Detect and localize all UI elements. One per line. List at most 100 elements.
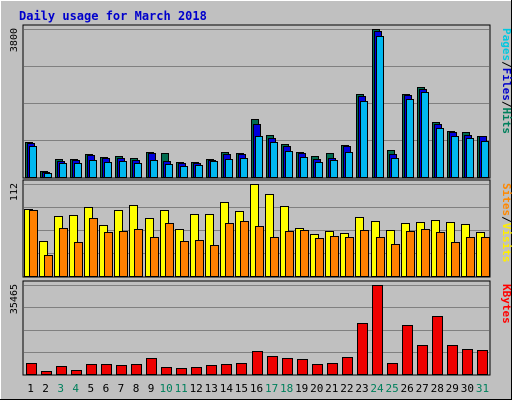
x-tick-label: 29: [446, 382, 459, 395]
bar-kbytes-day-7: [116, 365, 127, 375]
bar-pages-day-14: [225, 159, 233, 178]
bar-sites-day-14: [225, 223, 234, 277]
bar-sites-day-2: [44, 255, 53, 277]
bar-kbytes-day-29: [447, 345, 458, 375]
x-tick-label: 12: [190, 382, 203, 395]
bar-kbytes-day-30: [462, 349, 473, 375]
bar-sites-day-24: [376, 237, 385, 277]
x-tick-label: 19: [295, 382, 308, 395]
bar-sites-day-31: [481, 237, 490, 277]
bar-kbytes-day-19: [297, 359, 308, 375]
bar-pages-day-3: [59, 163, 67, 178]
bar-pages-day-12: [195, 165, 203, 178]
legend-hits: Pages/Files/Hits: [500, 28, 512, 134]
bar-pages-day-2: [44, 173, 52, 178]
legend-entry: Sites: [500, 183, 512, 216]
x-tick-label: 13: [205, 382, 218, 395]
bar-kbytes-day-18: [282, 358, 293, 375]
x-tick-label: 9: [148, 382, 155, 395]
series-kbytes: [26, 285, 488, 375]
legend-kbytes: KBytes: [500, 284, 512, 324]
bar-sites-day-7: [119, 231, 128, 277]
bar-pages-day-21: [330, 160, 338, 178]
x-tick-label: 21: [325, 382, 338, 395]
y-max-label: 112: [9, 183, 20, 201]
bar-kbytes-day-17: [267, 356, 278, 375]
bar-kbytes-day-10: [161, 367, 172, 375]
x-tick-label: 14: [220, 382, 234, 395]
bar-sites-day-20: [315, 238, 324, 277]
bar-pages-day-15: [240, 158, 248, 178]
bar-pages-day-27: [421, 92, 429, 178]
bar-sites-day-19: [300, 230, 309, 277]
x-tick-label: 25: [385, 382, 398, 395]
bar-kbytes-day-12: [191, 367, 202, 375]
panel-kbytes: 35465 KBytes: [9, 280, 512, 376]
bar-sites-day-9: [150, 237, 159, 277]
bar-sites-day-11: [180, 241, 189, 277]
bar-sites-day-25: [391, 244, 400, 277]
x-tick-label: 10: [159, 382, 172, 395]
bar-sites-day-16: [255, 226, 264, 277]
x-tick-label: 5: [87, 382, 94, 395]
x-tick-label: 16: [250, 382, 263, 395]
bar-kbytes-day-14: [221, 364, 232, 375]
x-tick-label: 4: [72, 382, 79, 395]
bar-kbytes-day-6: [101, 364, 112, 375]
panel-visits: 112 Sites/Visits: [9, 179, 512, 278]
x-tick-label: 30: [461, 382, 474, 395]
x-tick-label: 6: [103, 382, 110, 395]
bar-sites-day-4: [74, 242, 83, 277]
bar-kbytes-day-26: [402, 325, 413, 375]
legend-entry: Visits: [500, 223, 512, 263]
x-axis-labels: 1 2 3 4 5 6 7 8 9 10 11 12 13 14 15 16 17 18 19 20 21 22 23 24 2…: [27, 382, 489, 395]
x-tick-label: 1: [27, 382, 34, 395]
bar-pages-day-16: [255, 136, 263, 178]
bar-sites-day-27: [421, 229, 430, 277]
bar-pages-day-4: [74, 163, 82, 178]
bar-pages-day-8: [134, 163, 142, 178]
bar-kbytes-day-11: [176, 368, 187, 375]
bar-sites-day-12: [195, 240, 204, 277]
bar-kbytes-day-3: [56, 366, 67, 375]
bar-kbytes-day-2: [41, 371, 52, 375]
bar-pages-day-28: [436, 128, 444, 178]
bar-kbytes-day-27: [417, 345, 428, 375]
bar-sites-day-21: [330, 236, 339, 277]
bar-kbytes-day-8: [131, 364, 142, 375]
x-tick-label: 20: [310, 382, 323, 395]
x-tick-label: 28: [431, 382, 444, 395]
bar-pages-day-10: [165, 164, 173, 178]
bar-pages-day-9: [150, 160, 158, 178]
bar-sites-day-10: [165, 223, 174, 277]
bar-pages-day-18: [285, 151, 293, 178]
bar-pages-day-30: [466, 138, 474, 178]
bar-sites-day-1: [29, 210, 38, 277]
bar-pages-day-13: [210, 161, 218, 178]
bar-pages-day-26: [406, 99, 414, 178]
legend-entry: Files: [500, 68, 512, 101]
bar-sites-day-18: [285, 231, 294, 277]
x-tick-label: 8: [133, 382, 140, 395]
bar-kbytes-day-25: [387, 363, 398, 375]
bar-pages-day-17: [270, 142, 278, 178]
y-max-label: 35465: [9, 284, 20, 314]
bar-sites-day-17: [270, 237, 279, 277]
x-tick-label: 27: [416, 382, 429, 395]
x-tick-label: 26: [400, 382, 413, 395]
bar-kbytes-day-22: [342, 357, 353, 375]
legend-entry: /: [500, 216, 512, 223]
bar-kbytes-day-31: [477, 350, 488, 375]
bar-pages-day-19: [300, 157, 308, 178]
bar-sites-day-3: [59, 228, 68, 277]
bar-sites-day-23: [360, 230, 369, 277]
bar-sites-day-5: [89, 218, 98, 277]
bar-pages-day-29: [451, 136, 459, 178]
bar-pages-day-6: [104, 162, 112, 178]
x-tick-label: 24: [370, 382, 384, 395]
bar-sites-day-29: [451, 242, 460, 277]
bar-sites-day-30: [466, 237, 475, 277]
bar-pages-day-25: [391, 158, 399, 178]
